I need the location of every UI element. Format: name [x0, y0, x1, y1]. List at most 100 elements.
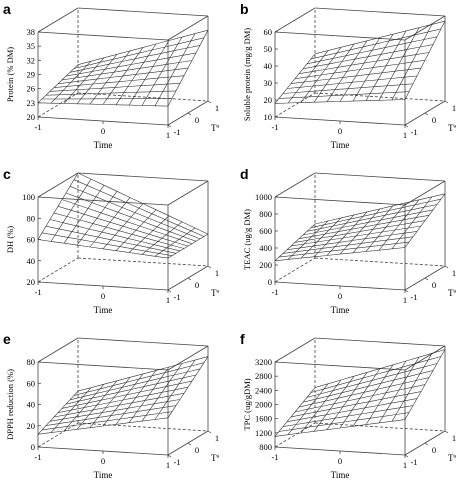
z-axis-title: TEAC (ug/g DM) [242, 209, 252, 270]
z-tick-label: 0 [31, 442, 35, 452]
z-tick-label: 80 [27, 213, 36, 223]
x-tick-label: 0 [101, 456, 105, 466]
mesh-line-x [378, 357, 420, 424]
y-tick-label: 1 [215, 433, 219, 443]
box-edge-top-back [314, 7, 446, 17]
mesh-line-x [404, 193, 446, 248]
surface-plot-a: 20 23 26 29 32 35 38 Protein (% DM) -1 0 1 Time -1 0 1… [3, 1, 220, 150]
x-tick-label: 0 [338, 126, 342, 136]
panel-a: 20 23 26 29 32 35 38 Protein (% DM) -1 0 1 Time -1 0 1… [0, 0, 237, 165]
y-tick-mark [424, 442, 429, 446]
mesh-line-x [128, 40, 170, 106]
mesh-line-y [314, 20, 446, 55]
y-tick-mark [444, 430, 449, 434]
z-tick-label: 20 [27, 112, 36, 122]
x-tick-label: 0 [101, 126, 105, 136]
mesh-line-y [57, 386, 189, 413]
z-tick-label: 40 [27, 400, 36, 410]
mesh-line-x [141, 221, 183, 255]
mesh-line-y [294, 60, 426, 79]
x-tick-label: -1 [34, 452, 41, 462]
mesh-line-y [61, 60, 193, 81]
box-edge-back-bottom [77, 257, 209, 267]
surface-mesh [37, 29, 209, 107]
mesh-line-x [352, 205, 394, 253]
y-axis-title: Tª [448, 288, 456, 298]
box-edge-top-back [77, 337, 209, 347]
mesh-line-x [167, 30, 209, 107]
mesh-line-y [65, 374, 197, 405]
box-edge-top-right [404, 345, 446, 371]
box-edge-top-front [274, 196, 406, 206]
mesh-line-x [378, 27, 420, 101]
z-tick-label: 400 [259, 243, 272, 253]
z-tick-label: 0 [268, 277, 272, 287]
y-tick-label: 1 [215, 268, 219, 278]
z-tick-label: 60 [27, 378, 36, 388]
mesh-line-y [73, 179, 205, 237]
mesh-line-x [154, 359, 196, 420]
box-edge-back-bottom [77, 422, 209, 432]
y-tick-label: 0 [432, 280, 436, 290]
mesh-line-x [128, 215, 170, 253]
box-frame [37, 337, 209, 456]
panel-b: 10 20 30 40 50 60 Soluble protein (mg/g DM) -1 0… [237, 0, 474, 165]
mesh-line-y [310, 356, 442, 393]
mesh-line-x [404, 20, 446, 100]
surface-plot-c: 20 40 60 80 100 DH (%) -1 0 1 Time -1 0 1 Tª c [3, 166, 220, 315]
mesh-line-y [298, 52, 430, 74]
surface-mesh [274, 349, 446, 437]
mesh-line-y [274, 247, 406, 262]
z-tick-label: 40 [264, 61, 273, 71]
mesh-line-x [115, 209, 157, 251]
y-tick-mark [444, 265, 449, 269]
x-tick-label: -1 [34, 287, 41, 297]
mesh-line-y [65, 52, 197, 77]
mesh-line-y [69, 45, 201, 73]
box-edge-top-right [167, 345, 209, 371]
z-tick-label: 23 [27, 98, 36, 108]
box-edge-back-bottom [314, 92, 446, 102]
y-tick-mark [444, 100, 449, 104]
z-tick-label: 1200 [255, 428, 272, 438]
y-tick-mark [207, 430, 212, 434]
y-tick-mark [404, 454, 409, 458]
mesh-line-y [77, 356, 209, 392]
y-tick-label: 0 [195, 445, 199, 455]
panel-e: 0 20 40 60 80 DPPH reduction (%) -1 0 1 Time -1 0 1 T… [0, 330, 237, 495]
surface-plot-f: 800 1200 1600 2000 2400 2800 3200 TPC (ug/gDM) -… [240, 331, 457, 480]
z-tick-label: 100 [22, 192, 35, 202]
mesh-line-y [302, 209, 434, 236]
x-tick-label: 1 [403, 460, 407, 470]
y-tick-mark [424, 112, 429, 116]
y-tick-label: -1 [410, 457, 417, 467]
box-edge-back-bottom [314, 257, 446, 267]
mesh-line-y [302, 370, 434, 403]
y-axis-title: Tª [448, 453, 456, 463]
x-axis-title: Time [331, 470, 350, 480]
box-edge-top-right [404, 180, 446, 206]
box-edge-top-back [77, 7, 209, 17]
z-tick-label: 20 [27, 421, 36, 431]
z-tick-label: 800 [259, 442, 272, 452]
mesh-line-y [57, 206, 189, 247]
y-tick-mark [187, 442, 192, 446]
mesh-line-y [298, 215, 430, 239]
mesh-line-y [306, 204, 438, 232]
z-axis-title: DPPH reduction (%) [5, 369, 15, 440]
y-tick-mark [167, 454, 172, 458]
z-tick-label: 2000 [255, 400, 272, 410]
y-tick-mark [187, 112, 192, 116]
z-tick-label: 26 [27, 84, 36, 94]
z-tick-label: 50 [264, 44, 273, 54]
z-tick-label: 20 [264, 95, 273, 105]
z-tick-label: 1600 [255, 414, 272, 424]
mesh-line-x [352, 364, 394, 427]
panel-label: b [240, 1, 249, 17]
y-tick-label: -1 [410, 127, 417, 137]
mesh-line-x [404, 349, 446, 420]
panel-label: a [3, 1, 11, 17]
mesh-line-y [314, 193, 446, 225]
